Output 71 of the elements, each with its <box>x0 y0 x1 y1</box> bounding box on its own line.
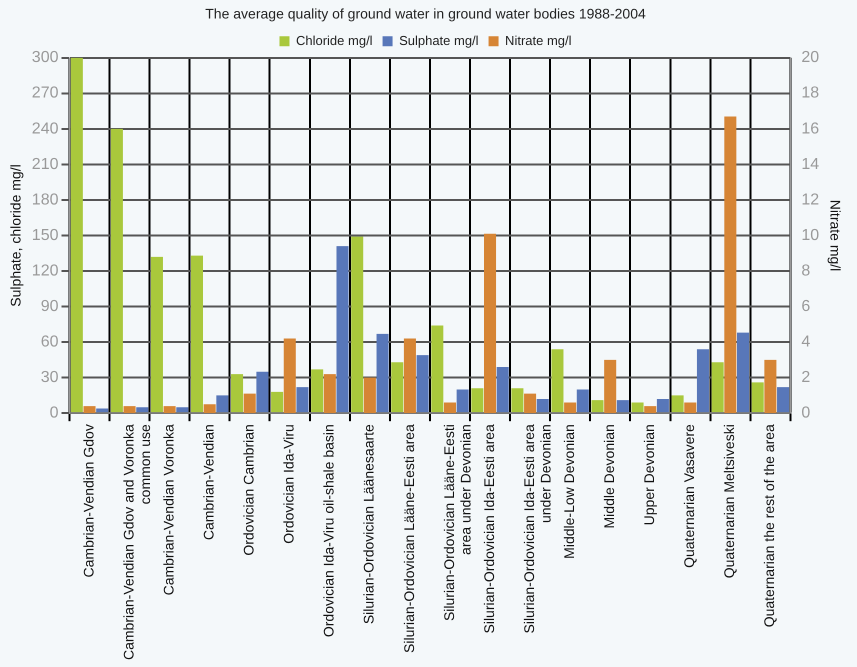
bar <box>736 332 750 412</box>
y-axis-title: Sulphate, chloride mg/l <box>7 164 24 307</box>
bar <box>591 400 604 412</box>
bar <box>484 234 496 414</box>
x-tick-label: Quaternarian Vasavere <box>681 424 698 568</box>
y-tick-label: 120 <box>32 262 59 280</box>
bar <box>190 256 204 412</box>
bar <box>351 236 364 412</box>
bar <box>231 374 244 412</box>
y-tick-label: 60 <box>40 334 59 351</box>
legend-label: Chloride mg/l <box>296 32 373 48</box>
x-tick-label: Cambrian-Vendian <box>200 424 217 540</box>
x-tick-label: Upper Devonian <box>641 424 658 526</box>
y2-tick-label: 20 <box>801 49 820 66</box>
y2-tick-label: 8 <box>801 262 810 280</box>
legend-label: Sulphate mg/l <box>399 32 479 48</box>
x-tick-label: Silurian-Ordovician Lääne-Eesti area under Devonian <box>440 424 474 622</box>
y2-tick-label: 18 <box>801 84 820 102</box>
x-tick-label: Quaternarian the rest of the area <box>761 424 778 628</box>
bar <box>150 256 163 412</box>
y-tick-label: 0 <box>50 404 59 422</box>
y2-tick-label: 16 <box>801 120 820 138</box>
bar <box>471 388 484 412</box>
y2-tick-label: 6 <box>801 298 810 315</box>
x-tick-label: Silurian-Ordovician Ida-Eesti area <box>480 424 497 634</box>
bar <box>110 128 123 412</box>
x-tick-label: Cambrian-Vendian Gdov and Voronka common use <box>120 424 154 660</box>
legend-label: Nitrate mg/l <box>505 32 572 48</box>
y2-axis-title: Nitrate mg/l <box>828 200 844 272</box>
y-tick-label: 90 <box>40 298 59 315</box>
x-tick-label: Quaternarian Meltsiveski <box>721 424 738 578</box>
x-tick-label: Middle Devonian <box>601 424 618 528</box>
x-tick-label: Cambrian-Vendian Voronka <box>160 424 176 596</box>
bar <box>712 362 724 412</box>
y2-tick-label: 2 <box>801 369 810 386</box>
x-tick-label: Silurian-Ordovician Lääne-Eesti area <box>400 424 417 653</box>
y2-tick-label: 0 <box>801 404 810 422</box>
bar <box>724 116 736 414</box>
y-tick-label: 300 <box>32 49 59 66</box>
bar <box>216 395 228 412</box>
bar <box>696 349 709 412</box>
y-tick-label: 30 <box>40 369 59 386</box>
chart-title: The average quality of ground water in ground water bodies 1988-2004 <box>205 5 646 22</box>
y-tick-label: 270 <box>32 84 59 102</box>
y2-tick-label: 4 <box>801 334 810 351</box>
y2-tick-label: 10 <box>801 226 820 244</box>
bar <box>551 349 564 412</box>
bar <box>576 389 589 412</box>
x-tick-label: Middle-Low Devonian <box>560 424 577 559</box>
bar <box>284 338 296 414</box>
y-tick-label: 150 <box>32 226 59 244</box>
y2-tick-label: 14 <box>801 156 820 173</box>
x-tick-label: Ordovician Cambrian <box>240 424 257 556</box>
y-tick-label: 240 <box>32 120 59 138</box>
bar <box>376 334 389 412</box>
bar <box>336 246 349 412</box>
y-tick-label: 210 <box>32 156 59 173</box>
bar <box>604 360 616 414</box>
bar <box>656 398 669 412</box>
bar <box>256 372 268 412</box>
bar <box>431 326 444 412</box>
bar <box>271 392 284 412</box>
bar <box>456 389 469 412</box>
bar <box>496 366 509 412</box>
y-tick-label: 180 <box>32 191 59 208</box>
bar <box>616 400 629 412</box>
x-tick-label: Silurian-Ordovician Läänesaarte <box>360 424 377 624</box>
x-tick-label: Ordovician Ida-Viru oil-shale basin <box>320 424 337 638</box>
y2-tick-label: 12 <box>801 191 820 208</box>
x-tick-label: Ordovician Ida-Viru <box>280 424 297 544</box>
x-tick-label: Cambrian-Vendian Gdov <box>80 424 96 578</box>
